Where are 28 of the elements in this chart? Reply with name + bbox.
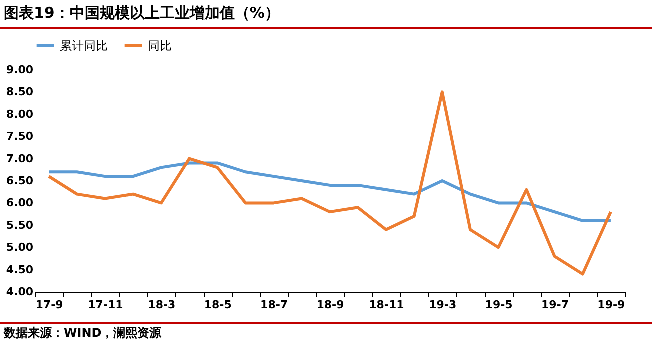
y-tick-label: 4.00 <box>6 286 34 298</box>
y-tick-label: 6.50 <box>6 174 34 188</box>
x-tick-label: 19-3 <box>429 298 457 312</box>
y-tick-label: 7.00 <box>6 152 34 166</box>
x-tick-label: 18-3 <box>148 298 176 312</box>
x-tick-label: 18-11 <box>369 298 404 312</box>
y-tick-label: 6.00 <box>6 196 34 210</box>
x-tick-label: 18-5 <box>204 298 232 312</box>
x-tick-label: 17-11 <box>88 298 124 312</box>
x-tick-label: 19-5 <box>485 298 513 312</box>
y-tick-label: 7.50 <box>6 130 34 144</box>
y-tick-label: 8.00 <box>6 108 34 121</box>
y-tick-label: 4.50 <box>6 263 34 276</box>
x-tick-label: 17-9 <box>36 298 64 312</box>
x-tick-label: 19-7 <box>541 298 570 312</box>
line-series <box>48 90 612 276</box>
y-tick-label: 8.50 <box>6 86 34 99</box>
x-tick-label: 18-9 <box>316 298 344 312</box>
legend-label: 累计同比 <box>60 38 108 53</box>
chart-title: 图表19：中国规模以上工业增加值（%） <box>4 4 280 23</box>
source-note: 数据来源：WIND，澜熙资源 <box>4 325 162 342</box>
y-tick-label: 9.00 <box>6 64 34 76</box>
y-tick-label: 5.50 <box>6 218 34 232</box>
x-tick-label: 19-9 <box>598 298 626 312</box>
line-series <box>48 162 612 222</box>
x-tick-label: 18-7 <box>260 298 288 312</box>
legend-label: 同比 <box>148 38 172 53</box>
y-tick-label: 5.00 <box>6 241 34 254</box>
